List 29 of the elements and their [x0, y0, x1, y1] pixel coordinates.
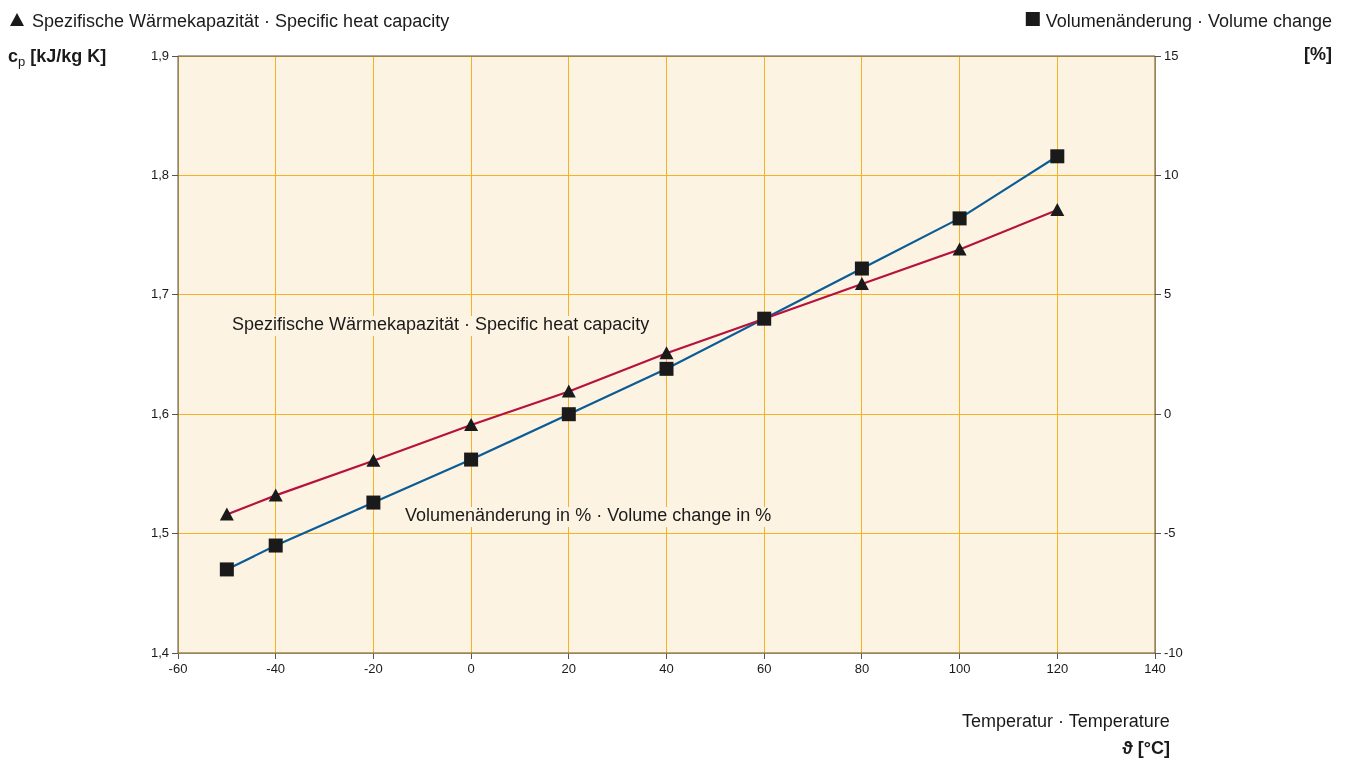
x-tick-label: 80 [854, 661, 870, 677]
y-tick-label: 1,7 [150, 286, 169, 302]
x-tick-label: -60 [168, 661, 188, 677]
y2-tick-label: 15 [1164, 47, 1179, 63]
annotation: Volumenänderung in % · Volume change in % [405, 504, 772, 525]
annotation: Spezifische Wärmekapazität · Specific heat capacity [232, 313, 650, 334]
y2-tick-label: 5 [1164, 286, 1172, 302]
x-tick-label: 0 [467, 661, 475, 677]
legend-label: Spezifische Wärmekapazität · Specific heat capacity [32, 11, 450, 31]
y2-tick-label: -10 [1164, 644, 1183, 660]
x-tick-label: 100 [948, 661, 971, 677]
x-tick-label: 60 [756, 661, 772, 677]
y2-tick-label: 10 [1164, 166, 1179, 182]
y2-tick-label: -5 [1164, 525, 1176, 541]
x-tick-label: -20 [364, 661, 383, 677]
y-tick-label: 1,4 [150, 644, 169, 660]
y-tick-label: 1,8 [150, 166, 169, 182]
x-tick-label: -40 [266, 661, 286, 677]
legend-label: Volumenänderung · Volume change [1045, 11, 1332, 31]
x-axis-title: Temperatur · Temperature ϑ [°C] [961, 711, 1171, 758]
x-tick-label: 120 [1046, 661, 1069, 677]
text: [%] [1304, 43, 1333, 64]
y-tick-label: 1,9 [150, 47, 169, 63]
x-tick-label: 140 [1144, 661, 1166, 677]
x-tick-label: 20 [561, 661, 577, 677]
y-tick-label: 1,6 [150, 405, 169, 421]
x-tick-label: 40 [659, 661, 674, 677]
y-tick-label: 1,5 [150, 525, 169, 541]
y2-tick-label: 0 [1164, 405, 1172, 421]
